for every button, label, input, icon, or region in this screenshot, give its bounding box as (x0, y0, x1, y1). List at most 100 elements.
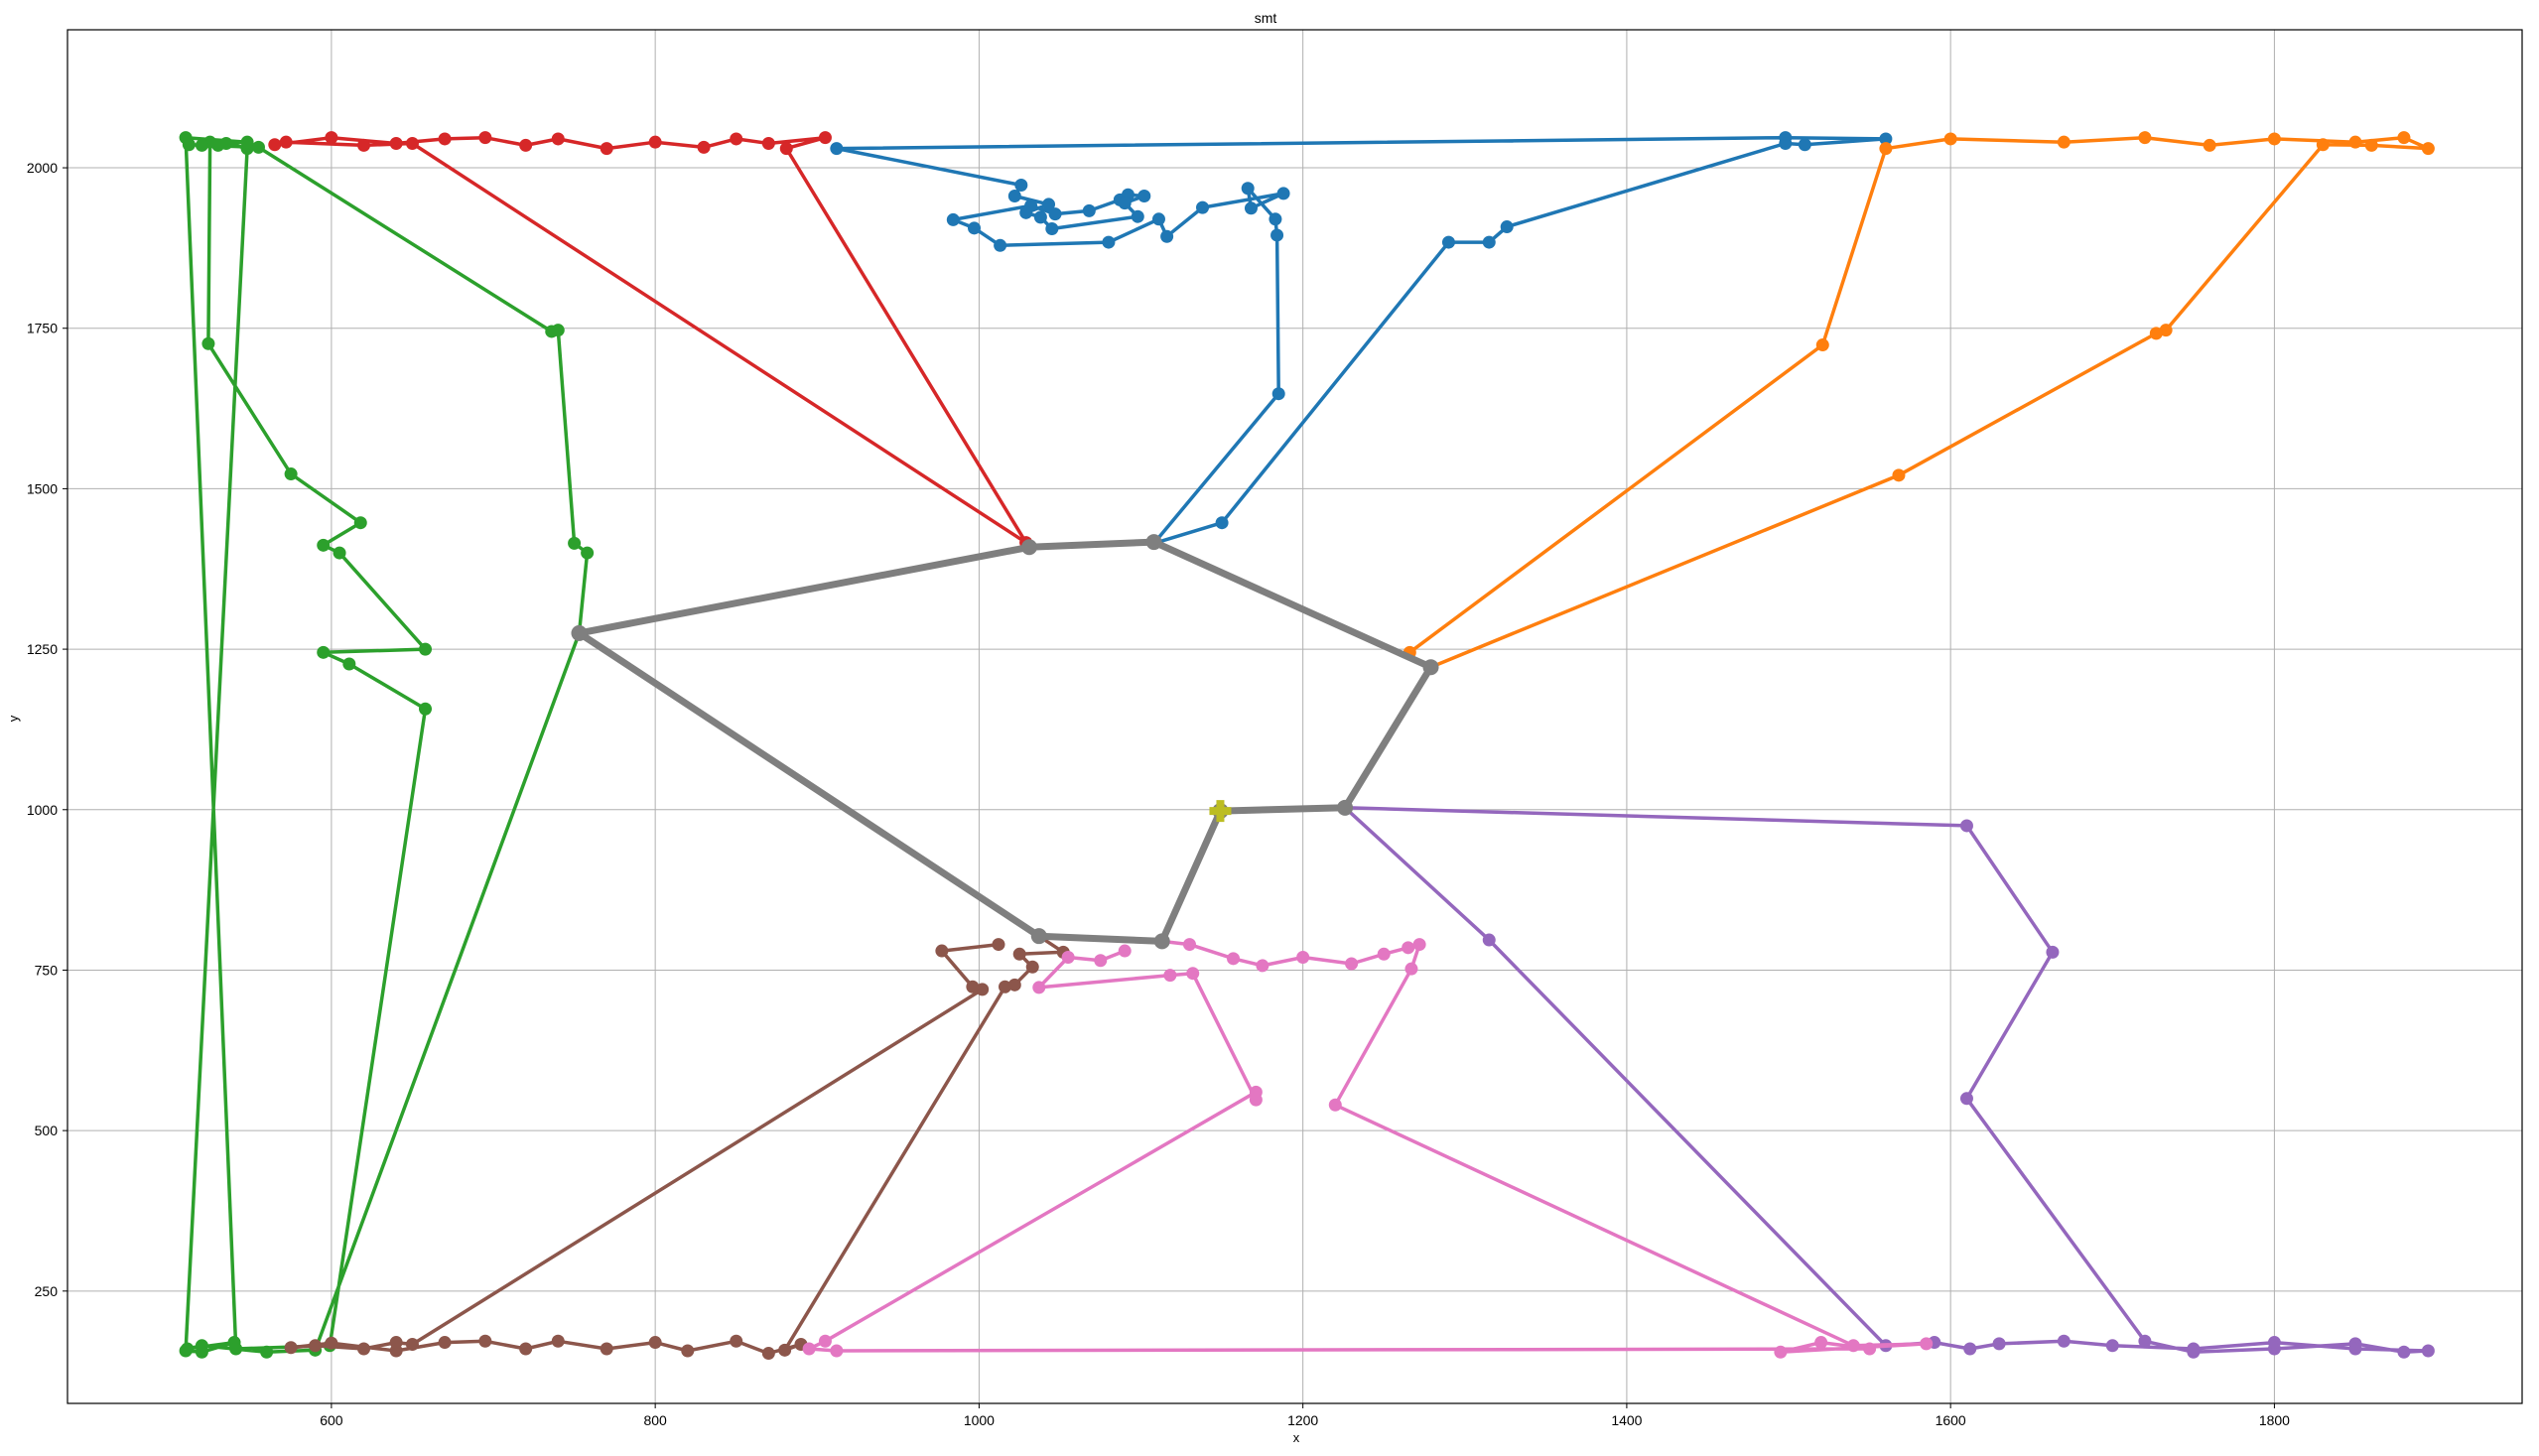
series-6-point (1863, 1342, 1877, 1356)
series-6-point (802, 1342, 816, 1356)
series-0-point (1276, 187, 1290, 200)
series-4-point (1959, 819, 1973, 833)
series-5-point (1007, 978, 1021, 992)
series-0-point (1244, 201, 1258, 215)
series-2-point (201, 336, 215, 350)
series-6-point (1032, 981, 1046, 994)
series-2-point (317, 538, 331, 552)
y-tick-label: 250 (35, 1283, 59, 1299)
plot-area-frame (67, 29, 2523, 1404)
series-4-point (2187, 1342, 2201, 1356)
series-0-point (1131, 209, 1144, 223)
series-6-point (1256, 959, 1270, 973)
series-2-point (581, 546, 595, 560)
series-0-point (994, 238, 1007, 252)
series-6-point (1412, 938, 1426, 952)
series-2-point (353, 516, 367, 530)
series-3-point (438, 132, 452, 146)
series-trunk-point (1422, 659, 1439, 676)
y-tick-label: 1250 (27, 641, 58, 657)
series-4-point (2348, 1342, 2362, 1356)
series-0-point (1151, 212, 1165, 226)
series-5-point (976, 983, 990, 996)
series-5-point (284, 1341, 298, 1355)
series-5-point (966, 980, 980, 993)
series-2-point (179, 1344, 193, 1358)
series-5-point (478, 1334, 492, 1348)
series-1-point (2397, 131, 2411, 145)
y-tick-label: 1000 (27, 802, 58, 818)
series-3-point (405, 136, 419, 150)
series-1-point (2057, 135, 2071, 149)
y-tick-label: 750 (35, 962, 59, 978)
x-tick-label: 600 (320, 1412, 343, 1428)
series-5-point (551, 1334, 565, 1348)
series-trunk-point (1020, 539, 1037, 556)
x-tick-label: 1800 (2259, 1412, 2290, 1428)
series-5-point (1012, 947, 1026, 961)
x-tick-label: 1000 (964, 1412, 995, 1428)
series-6-point (1345, 957, 1359, 971)
series-0-line (835, 135, 1888, 546)
series-6-point (1118, 944, 1132, 958)
series-4-point (2046, 945, 2060, 959)
series-5-point (778, 1343, 792, 1357)
series-1-point (2421, 142, 2435, 156)
series-3-point (730, 132, 743, 146)
series-3-point (478, 131, 492, 145)
series-6-point (1814, 1336, 1828, 1350)
series-0-point (1482, 235, 1496, 249)
series-4-point (1963, 1342, 1977, 1356)
series-0-point (1779, 136, 1793, 150)
series-0-point (1014, 179, 1028, 193)
series-1-point (1943, 132, 1957, 146)
series-5-point (1025, 960, 1039, 974)
series-trunk-point (571, 624, 588, 641)
series-1-point (2316, 138, 2330, 152)
series-1-point (2364, 138, 2378, 152)
series-5-point (999, 980, 1012, 993)
series-4-point (2421, 1344, 2435, 1358)
series-2-point (195, 1345, 208, 1359)
x-tick-label: 1200 (1287, 1412, 1318, 1428)
chart-title: smt (1255, 10, 1277, 26)
series-2-point (240, 135, 254, 149)
series-1-point (1879, 142, 1893, 156)
series-4-point (2057, 1334, 2071, 1348)
series-6-point (1846, 1339, 1860, 1353)
series-4-point (1482, 933, 1496, 947)
x-tick-label: 800 (643, 1412, 667, 1428)
root-marker (1209, 800, 1232, 823)
series-6-point (830, 1344, 844, 1358)
series-0-point (1042, 198, 1056, 211)
series-5-point (389, 1336, 403, 1350)
series-0-point (1269, 212, 1282, 226)
series-1-point (2267, 132, 2281, 146)
series-1-point (2348, 135, 2362, 149)
series-5-point (405, 1338, 419, 1352)
y-tick-label: 1750 (27, 321, 58, 336)
series-6-point (1186, 967, 1200, 981)
series-6-point (1249, 1093, 1263, 1107)
series-4-point (2138, 1334, 2152, 1348)
series-4-point (1959, 1092, 1973, 1106)
x-axis-label: x (1293, 1430, 1300, 1445)
series-2-point (195, 138, 208, 152)
series-3-point (279, 135, 293, 149)
series-0-point (1500, 220, 1514, 234)
series-3-point (600, 142, 613, 156)
series-2-point (284, 467, 298, 481)
series-trunk-point (1030, 928, 1047, 945)
series-1-point (1815, 338, 1829, 352)
series-3-point (389, 136, 403, 150)
series-0-point (1082, 203, 1096, 217)
series-0-point (968, 221, 982, 235)
series-2-point (333, 546, 346, 560)
series-3-point (761, 136, 775, 150)
series-5-point (681, 1344, 695, 1358)
series-3-point (779, 142, 793, 156)
series-3-point (325, 131, 338, 145)
series-2-point (260, 1345, 274, 1359)
series-5-point (600, 1342, 613, 1356)
series-2-point (251, 140, 265, 154)
